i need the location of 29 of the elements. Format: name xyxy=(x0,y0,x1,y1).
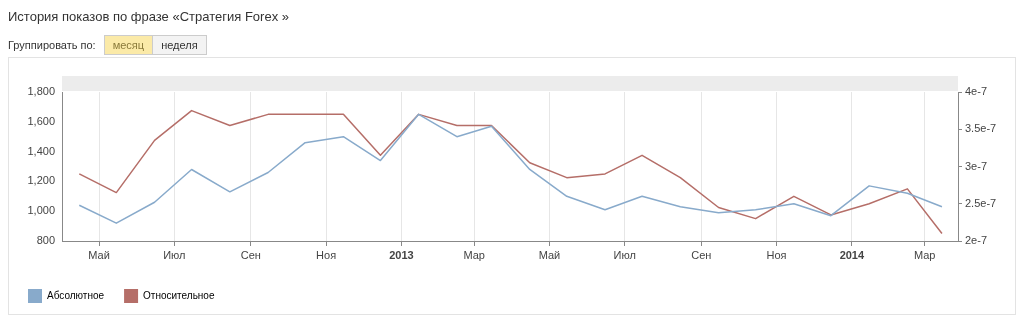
y-tick-label: 1,000 xyxy=(27,204,55,217)
y2-tick-label: 2.5e-7 xyxy=(965,196,997,209)
y-tick-label: 1,400 xyxy=(27,144,55,157)
text: месяц xyxy=(103,35,154,55)
legend-label: Относительное xyxy=(143,289,215,301)
y-tick-label: 1,800 xyxy=(27,85,55,98)
y2-tick-label: 2e-7 xyxy=(965,234,988,247)
x-tick-label: Мар xyxy=(463,248,485,261)
text: Группировать по: xyxy=(8,39,96,51)
x-tick-label: 2014 xyxy=(839,248,865,261)
x-tick-label: Май xyxy=(88,248,110,261)
y2-tick-label: 3.5e-7 xyxy=(965,122,997,135)
y2-tick-label: 3e-7 xyxy=(965,159,988,172)
x-tick-label: Июл xyxy=(613,248,636,261)
x-tick-label: Июл xyxy=(163,248,186,261)
chart-title: История показов по фразе «Стратегия Forex » xyxy=(8,9,289,24)
text: неделя xyxy=(153,35,207,55)
y2-tick-label: 4e-7 xyxy=(965,85,988,98)
legend-label: Абсолютное xyxy=(47,289,105,301)
x-tick-label: Ноя xyxy=(766,248,787,261)
y-tick-label: 1,600 xyxy=(27,114,55,127)
x-tick-label: Мар xyxy=(913,248,936,261)
y-tick-label: 800 xyxy=(36,234,55,247)
x-tick-label: Сен xyxy=(240,248,261,261)
x-tick-label: Сен xyxy=(691,248,712,261)
x-tick-label: 2013 xyxy=(389,248,414,261)
x-tick-label: Ноя xyxy=(316,248,337,261)
y-tick-label: 1,200 xyxy=(27,174,55,187)
x-tick-label: Май xyxy=(538,248,561,261)
